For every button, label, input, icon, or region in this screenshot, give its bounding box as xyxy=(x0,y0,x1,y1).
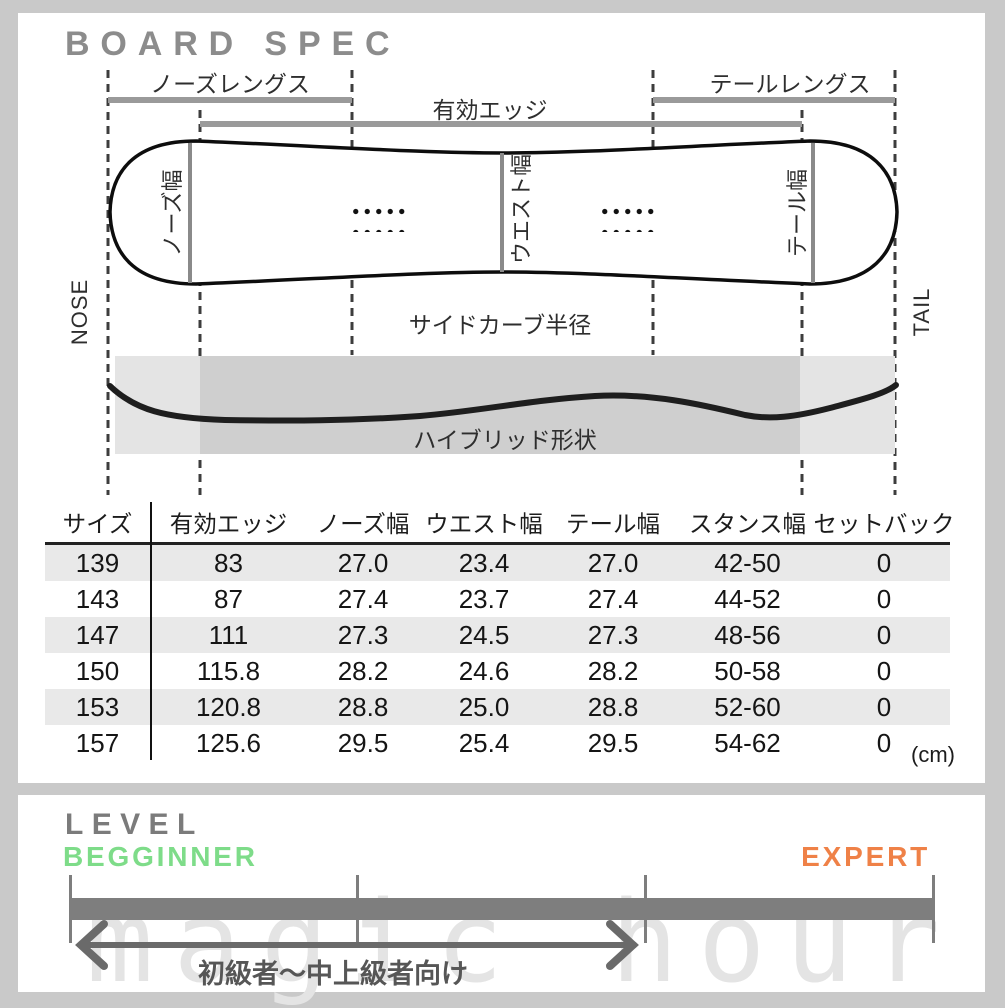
spec-cell: 29.5 xyxy=(337,727,389,758)
nose-end-label: NOSE xyxy=(67,278,92,346)
front-insert-dots xyxy=(348,199,406,232)
sidecut-radius-label: サイドカーブ半径 xyxy=(408,312,592,338)
spec-table-row: 153 120.8 28.8 25.0 28.8 52-60 0 xyxy=(45,689,950,725)
level-scale-bar xyxy=(70,898,933,920)
spec-table-row: 157 125.6 29.5 25.4 29.5 54-62 0 xyxy=(45,725,950,761)
spec-cell: 125.6 xyxy=(195,727,262,758)
spec-cell: 27.3 xyxy=(337,619,389,650)
unit-note: (cm) xyxy=(911,742,955,767)
spec-cell: 27.4 xyxy=(587,583,639,614)
board-diagram xyxy=(106,70,899,495)
spec-cell: 139 xyxy=(75,547,120,578)
spec-cell: 54-62 xyxy=(714,727,781,758)
level-range-label: 初級者〜中上級者向け xyxy=(198,959,468,989)
spec-cell: 120.8 xyxy=(195,691,262,722)
spec-cell: 147 xyxy=(75,619,120,650)
spec-table-row: 150 115.8 28.2 24.6 28.2 50-58 0 xyxy=(45,653,950,689)
spec-cell: 115.8 xyxy=(196,655,261,686)
tail-end-label: TAIL xyxy=(909,287,934,337)
camber-profile-curve xyxy=(107,382,899,424)
tail-length-label: テールレングス xyxy=(709,71,871,97)
rear-insert-dots xyxy=(597,199,655,232)
spec-cell: 87 xyxy=(214,583,243,614)
measurement-bars xyxy=(108,97,895,127)
level-tick-3 xyxy=(932,875,935,943)
spec-cell: 24.5 xyxy=(458,619,510,650)
spec-col-header: ウエスト幅 xyxy=(425,511,543,537)
spec-cell: 83 xyxy=(214,547,243,578)
spec-cell: 28.2 xyxy=(337,655,389,686)
spec-col-header: サイズ xyxy=(62,511,133,537)
level-tick-0 xyxy=(69,875,72,943)
spec-table-header: サイズ 有効エッジ ノーズ幅 ウエスト幅 テール幅 スタンス幅 セットバック xyxy=(45,502,955,545)
spec-cell: 48-56 xyxy=(714,619,781,650)
tail-width-label: テール幅 xyxy=(785,168,810,258)
effective-edge-label: 有効エッジ xyxy=(432,97,548,123)
spec-cell: 25.4 xyxy=(458,727,510,758)
spec-cell: 157 xyxy=(75,727,120,758)
waist-width-label: ウエスト幅 xyxy=(509,153,534,265)
spec-cell: 0 xyxy=(876,547,892,578)
spec-cell: 0 xyxy=(876,583,892,614)
board-spec-panel: BOARD SPEC ノー xyxy=(18,13,985,783)
spec-cell: 111 xyxy=(208,619,249,650)
level-title: LEVEL xyxy=(65,808,204,841)
spec-cell: 28.2 xyxy=(587,655,639,686)
spec-table: サイズ 有効エッジ ノーズ幅 ウエスト幅 テール幅 スタンス幅 セットバック 139 83 27… xyxy=(45,502,955,761)
spec-cell: 0 xyxy=(876,655,892,686)
spec-col-header: 有効エッジ xyxy=(169,511,288,537)
spec-table-row: 143 87 27.4 23.7 27.4 44-52 0 xyxy=(45,581,950,617)
nose-width-label: ノーズ幅 xyxy=(160,169,185,257)
width-lines xyxy=(188,143,815,283)
spec-col-header: ノーズ幅 xyxy=(316,511,410,537)
spec-cell: 27.0 xyxy=(587,547,639,578)
spec-cell: 0 xyxy=(876,691,892,722)
spec-table-row: 139 83 27.0 23.4 27.0 42-50 0 xyxy=(45,545,950,581)
spec-cell: 27.3 xyxy=(587,619,639,650)
level-tick-2 xyxy=(644,875,647,943)
nose-length-label: ノーズレングス xyxy=(150,71,310,97)
spec-cell: 153 xyxy=(75,691,120,722)
spec-cell: 27.4 xyxy=(337,583,389,614)
spec-cell: 150 xyxy=(75,655,120,686)
board-spec-title: BOARD SPEC xyxy=(65,25,401,63)
level-range-arrow xyxy=(75,920,639,970)
spec-cell: 23.7 xyxy=(458,583,510,614)
table-column-divider xyxy=(150,502,152,760)
spec-cell: 143 xyxy=(75,583,120,614)
level-tick-1 xyxy=(356,875,359,943)
spec-table-body: 139 83 27.0 23.4 27.0 42-50 0 143 87 27.4 23.7 27.4… xyxy=(45,545,950,761)
spec-cell: 25.0 xyxy=(458,691,510,722)
spec-col-header: テール幅 xyxy=(566,511,660,537)
level-panel: magic hour LEVEL BEGGINNER EXPERT 初級者〜中上… xyxy=(18,795,985,999)
spec-cell: 50-58 xyxy=(714,655,781,686)
spec-table-row: 147 111 27.3 24.5 27.3 48-56 0 xyxy=(45,617,950,653)
spec-cell: 0 xyxy=(876,619,892,650)
spec-cell: 27.0 xyxy=(337,547,389,578)
spec-cell: 0 xyxy=(876,727,892,758)
spec-cell: 23.4 xyxy=(458,547,510,578)
spec-cell: 44-52 xyxy=(714,583,781,614)
spec-col-header: セットバック xyxy=(813,511,955,537)
spec-cell: 29.5 xyxy=(587,727,639,758)
spec-cell: 24.6 xyxy=(458,655,510,686)
profile-shape-label: ハイブリッド形状 xyxy=(413,427,597,453)
spec-cell: 52-60 xyxy=(714,691,781,722)
spec-cell: 28.8 xyxy=(337,691,389,722)
expert-label: EXPERT xyxy=(801,841,930,872)
spec-col-header: スタンス幅 xyxy=(688,511,807,537)
spec-cell: 42-50 xyxy=(714,547,781,578)
spec-cell: 28.8 xyxy=(587,691,639,722)
beginner-label: BEGGINNER xyxy=(63,841,258,872)
